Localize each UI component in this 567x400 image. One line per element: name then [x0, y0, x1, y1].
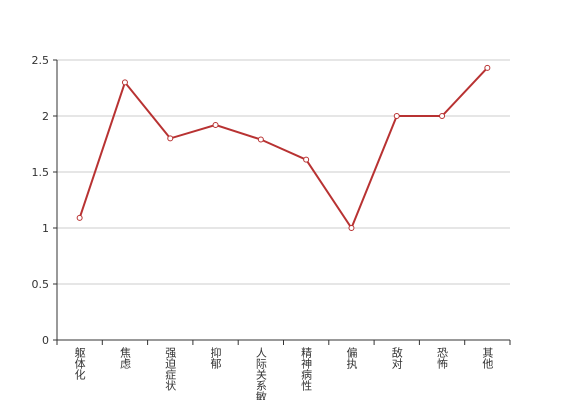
x-tick-label: 精神病性 [300, 347, 313, 392]
x-tick-label: 敌对 [390, 346, 403, 369]
x-tick-label: 人际关系敏感 [254, 347, 267, 400]
point [167, 135, 174, 142]
point [484, 64, 491, 71]
y-tick-label: 1.5 [32, 166, 50, 179]
point [303, 156, 310, 163]
y-tick-label: 0.5 [32, 278, 50, 291]
y-tick-label: 2.5 [32, 54, 50, 67]
x-tick-label: 焦虑 [118, 347, 131, 369]
point [76, 214, 83, 221]
point [212, 121, 219, 128]
point [257, 136, 264, 143]
x-tick-label: 恐怖 [436, 347, 449, 369]
x-tick-label: 抑郁 [209, 346, 222, 369]
point [393, 113, 400, 119]
point [439, 113, 446, 119]
x-tick-label: 其他 [481, 347, 494, 369]
point [121, 79, 128, 86]
y-tick-label: 0 [42, 334, 49, 347]
x-tick-label: 偏执 [345, 346, 358, 370]
point [348, 225, 355, 231]
line [78, 67, 489, 231]
x-tick-label: 强迫症状 [164, 347, 177, 391]
y-tick-label: 1 [42, 222, 49, 235]
x-tick-label: 躯体化 [73, 347, 86, 381]
y-tick-label: 2 [42, 110, 49, 123]
